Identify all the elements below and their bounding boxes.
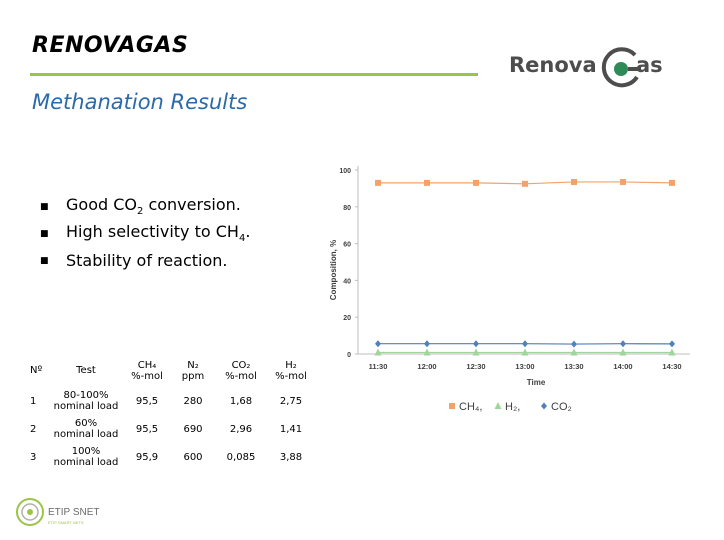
header-co2: CO₂ %-mol: [225, 359, 257, 382]
series-2-point: [521, 348, 529, 356]
logo-text-left: Renova: [509, 53, 597, 77]
legend-marker-3: [541, 402, 547, 410]
bullet-text: High selectivity to CH4.: [66, 222, 251, 245]
title-underline: [30, 73, 478, 76]
series-2-point: [423, 348, 431, 356]
series-1-point: [424, 179, 430, 186]
series-3-point: [375, 340, 381, 348]
series-2-point: [619, 348, 627, 356]
etip-logo-tagline: ETIP SMART NETS: [48, 520, 84, 525]
logo-text-right: as: [636, 53, 663, 77]
slide-subtitle: Methanation Results: [32, 90, 248, 114]
y-tick-label: 0: [347, 352, 351, 359]
series-3-point: [473, 340, 479, 348]
bullet-item: ■ Stability of reaction.: [40, 247, 250, 274]
table-row: 2 60% nominal load 95,5 690 2,96 1,41: [30, 414, 316, 443]
table-row: 1 80-100% nominal load 95,5 280 1,68 2,75: [30, 386, 316, 415]
series-3-point: [620, 340, 626, 348]
series-3-point: [571, 340, 577, 348]
renovagas-logo: Renova as: [505, 43, 675, 93]
bullet-text: Stability of reaction.: [66, 251, 228, 270]
bullet-square-icon: ■: [40, 255, 49, 266]
composition-chart: 0 20 40 60 80 100 11:30 12:00 12:30 13:00 13:30 14:…: [329, 166, 690, 413]
series-1-point: [522, 180, 528, 187]
y-axis-title: Composition, %: [329, 240, 338, 300]
table-row: 3 100% nominal load 95,9 600 0,085 3,88: [30, 442, 316, 471]
series-2-point: [374, 348, 382, 356]
series-3-point: [424, 340, 430, 348]
bullet-item: ■ High selectivity to CH4.: [40, 220, 250, 247]
legend-marker-2: [494, 402, 502, 409]
series-2-point: [668, 348, 676, 356]
bullet-square-icon: ■: [40, 201, 49, 212]
series-1-point: [571, 178, 577, 185]
x-tick-label: 13:00: [515, 362, 534, 371]
series-3-point: [522, 340, 528, 348]
bullet-square-icon: ■: [40, 228, 49, 239]
header-h2: H₂ %-mol: [275, 359, 307, 382]
series-3-point: [669, 340, 675, 348]
series-2-point: [472, 348, 480, 356]
x-tick-label: 14:00: [613, 362, 632, 371]
series-1-point: [375, 179, 381, 186]
series-1-point: [620, 178, 626, 185]
x-tick-label: 13:30: [564, 362, 583, 371]
x-axis-title: Time: [527, 378, 546, 387]
etip-logo-name: ETIP SNET: [48, 507, 100, 518]
header-no: Nº: [30, 365, 43, 377]
legend-marker-1: [449, 403, 455, 409]
y-tick-label: 60: [343, 242, 351, 249]
slide-title: RENOVAGAS: [32, 33, 189, 58]
y-tick-label: 40: [343, 278, 351, 285]
x-tick-label: 12:00: [417, 362, 436, 371]
legend-label-2: H₂,: [505, 401, 520, 413]
x-tick-label: 14:30: [662, 362, 681, 371]
logo-g-mark-icon: [601, 47, 641, 88]
series-1-point: [473, 179, 479, 186]
etip-snet-logo: ETIP SNET ETIP SMART NETS: [16, 498, 100, 526]
series-2-point: [570, 348, 578, 356]
results-table: Nº Test CH₄ %-mol N₂ ppm CO₂ %-mol H₂ %-mol …: [30, 355, 316, 471]
series-1-point: [669, 179, 675, 186]
y-tick-label: 20: [343, 315, 351, 322]
bullet-list: ■ Good CO2 conversion. ■ High selectivit…: [40, 193, 250, 274]
legend-label-1: CH₄,: [459, 401, 482, 413]
legend-label-3: CO₂: [551, 401, 572, 413]
bullet-text: Good CO2 conversion.: [66, 195, 241, 218]
header-ch4: CH₄ %-mol: [131, 359, 163, 382]
bullet-item: ■ Good CO2 conversion.: [40, 193, 250, 220]
x-tick-label: 12:30: [466, 362, 485, 371]
y-tick-label: 100: [339, 168, 351, 175]
header-test: Test: [76, 365, 96, 377]
x-tick-label: 11:30: [369, 362, 388, 371]
header-n2: N₂ ppm: [181, 359, 205, 382]
y-tick-label: 80: [343, 205, 351, 212]
table-header-row: Nº Test CH₄ %-mol N₂ ppm CO₂ %-mol H₂ %-mol: [30, 355, 316, 387]
